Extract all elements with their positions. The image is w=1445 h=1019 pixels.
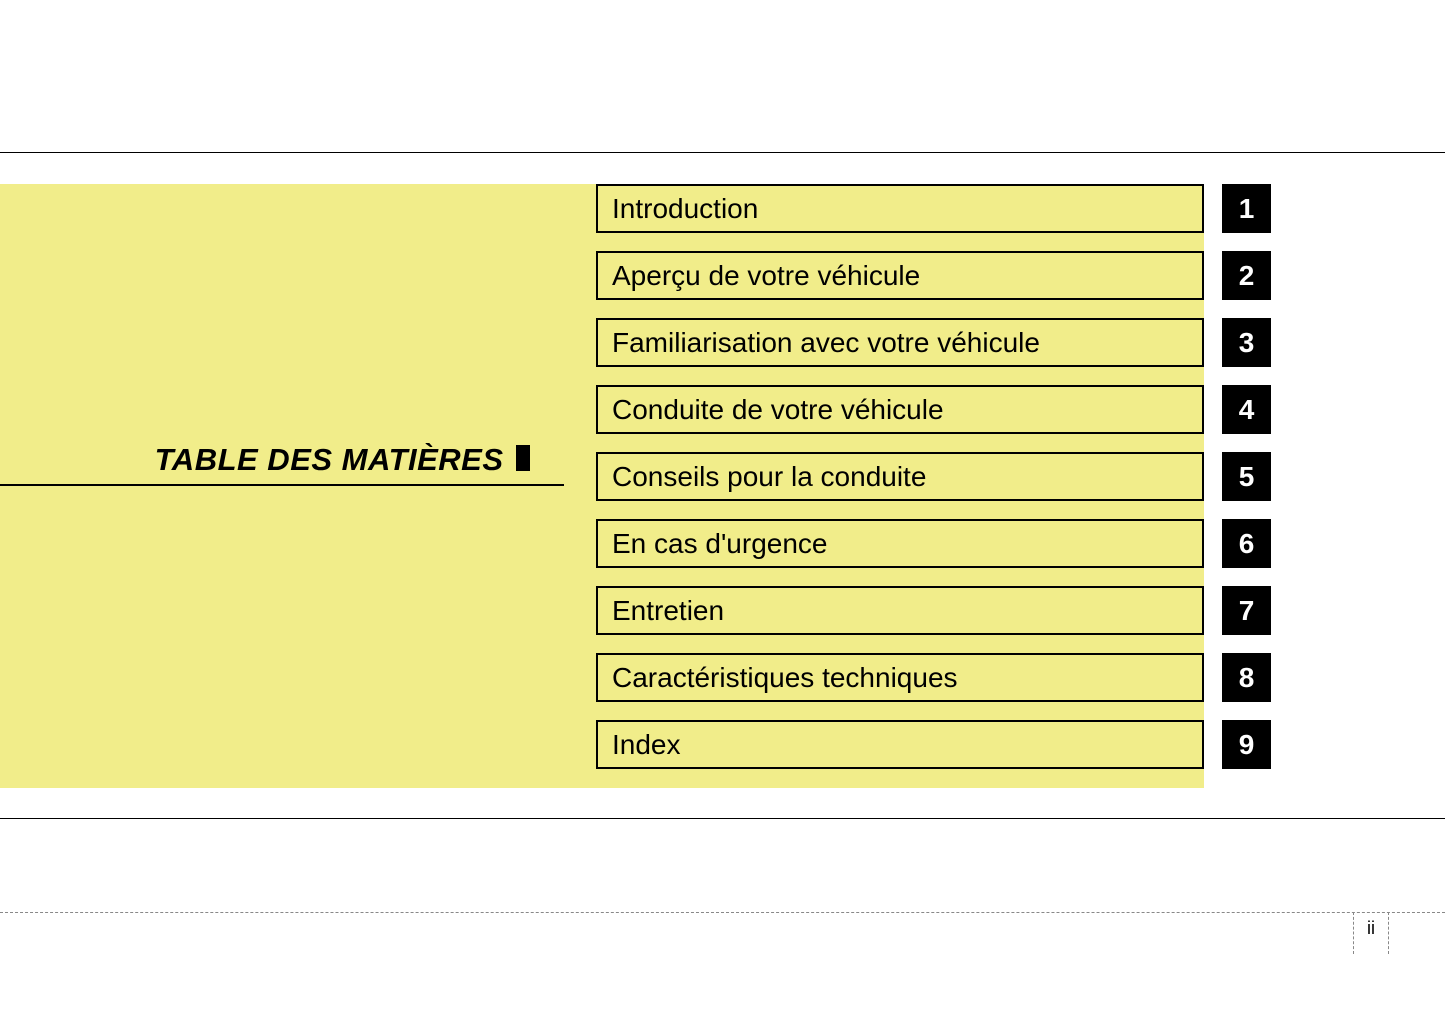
bottom-horizontal-rule <box>0 818 1445 819</box>
toc-entry-label: Introduction <box>596 184 1204 233</box>
toc-entry-label: Conseils pour la conduite <box>596 452 1204 501</box>
page: TABLE DES MATIÈRES Introduction Aperçu d… <box>0 0 1445 1019</box>
toc-entry-label: Conduite de votre véhicule <box>596 385 1204 434</box>
toc-number-tab: 7 <box>1222 586 1271 635</box>
toc-number-tab: 4 <box>1222 385 1271 434</box>
title-block: TABLE DES MATIÈRES <box>0 442 564 478</box>
dashed-footer-rule <box>0 912 1445 913</box>
toc-entry: Index <box>596 720 1214 769</box>
toc-number-tab: 8 <box>1222 653 1271 702</box>
toc-entry: Entretien <box>596 586 1214 635</box>
toc-entry: Introduction <box>596 184 1214 233</box>
page-number: ii <box>1353 912 1389 954</box>
toc-number-tab: 3 <box>1222 318 1271 367</box>
toc-entry: Familiarisation avec votre véhicule <box>596 318 1214 367</box>
toc-number-tab: 1 <box>1222 184 1271 233</box>
title-underline <box>0 484 564 486</box>
toc-number-tabs: 1 2 3 4 5 6 7 8 9 <box>1222 184 1271 769</box>
toc-entry-label: Entretien <box>596 586 1204 635</box>
toc-number-tab: 9 <box>1222 720 1271 769</box>
toc-entry: Caractéristiques techniques <box>596 653 1214 702</box>
toc-entry: Conseils pour la conduite <box>596 452 1214 501</box>
toc-entry: Conduite de votre véhicule <box>596 385 1214 434</box>
toc-entry-label: Caractéristiques techniques <box>596 653 1204 702</box>
top-horizontal-rule <box>0 152 1445 153</box>
toc-entry: En cas d'urgence <box>596 519 1214 568</box>
toc-number-tab: 5 <box>1222 452 1271 501</box>
toc-title: TABLE DES MATIÈRES <box>155 442 504 478</box>
content-band: TABLE DES MATIÈRES Introduction Aperçu d… <box>0 184 1445 788</box>
toc-entry: Aperçu de votre véhicule <box>596 251 1214 300</box>
toc-entries-list: Introduction Aperçu de votre véhicule Fa… <box>596 184 1214 769</box>
toc-entry-label: Index <box>596 720 1204 769</box>
title-marker-icon <box>516 445 530 471</box>
toc-number-tab: 6 <box>1222 519 1271 568</box>
toc-number-tab: 2 <box>1222 251 1271 300</box>
toc-entry-label: Familiarisation avec votre véhicule <box>596 318 1204 367</box>
toc-entry-label: En cas d'urgence <box>596 519 1204 568</box>
toc-entry-label: Aperçu de votre véhicule <box>596 251 1204 300</box>
